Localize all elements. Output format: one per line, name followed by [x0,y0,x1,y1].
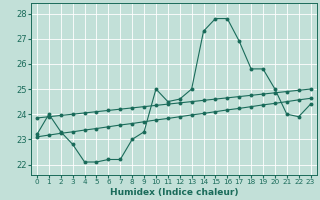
X-axis label: Humidex (Indice chaleur): Humidex (Indice chaleur) [109,188,238,197]
